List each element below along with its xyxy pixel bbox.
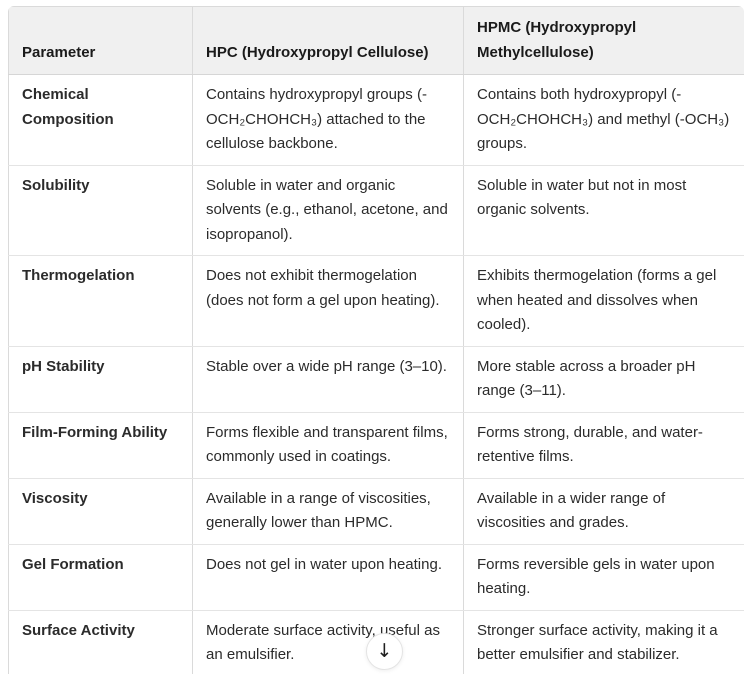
table-row-gel-formation: Gel Formation Does not gel in water upon… bbox=[8, 543, 744, 611]
hpmc-cell: Forms reversible gels in water upon heat… bbox=[463, 543, 744, 611]
table-row-viscosity: Viscosity Available in a range of viscos… bbox=[8, 477, 744, 545]
parameter-cell: pH Stability bbox=[8, 345, 193, 413]
hpmc-cell: Stronger surface activity, making it a b… bbox=[463, 609, 744, 674]
hpmc-cell: Forms strong, durable, and water-retenti… bbox=[463, 411, 744, 479]
parameter-cell: Chemical Composition bbox=[8, 74, 193, 166]
table-row-solubility: Solubility Soluble in water and organic … bbox=[8, 164, 744, 256]
column-header-hpmc: HPMC (Hydroxypropyl Methylcellulose) bbox=[463, 6, 744, 75]
parameter-cell: Viscosity bbox=[8, 477, 193, 545]
column-header-hpc: HPC (Hydroxypropyl Cellulose) bbox=[192, 6, 464, 75]
scroll-down-button[interactable]: ↓ bbox=[366, 633, 403, 670]
hpc-cell: Forms flexible and transparent films, co… bbox=[192, 411, 464, 479]
hpc-cell: Does not exhibit thermogelation (does no… bbox=[192, 255, 464, 347]
table-row-film-forming-ability: Film-Forming Ability Forms flexible and … bbox=[8, 411, 744, 479]
table-row-thermogelation: Thermogelation Does not exhibit thermoge… bbox=[8, 255, 744, 347]
hpmc-cell: More stable across a broader pH range (3… bbox=[463, 345, 744, 413]
hpc-cell: Moderate surface activity, useful as an … bbox=[192, 609, 464, 674]
hpmc-cell: Soluble in water but not in most organic… bbox=[463, 164, 744, 256]
table-row-chemical-composition: Chemical Composition Contains hydroxypro… bbox=[8, 74, 744, 166]
column-header-parameter: Parameter bbox=[8, 6, 193, 75]
header-row: Parameter HPC (Hydroxypropyl Cellulose) … bbox=[8, 6, 744, 75]
hpc-hpmc-comparison-table: Parameter HPC (Hydroxypropyl Cellulose) … bbox=[8, 6, 744, 674]
hpc-cell: Soluble in water and organic solvents (e… bbox=[192, 164, 464, 256]
hpc-cell: Contains hydroxypropyl groups (-OCH₂CHOH… bbox=[192, 74, 464, 166]
parameter-cell: Thermogelation bbox=[8, 255, 193, 347]
parameter-cell: Surface Activity bbox=[8, 609, 193, 674]
hpmc-cell: Exhibits thermogelation (forms a gel whe… bbox=[463, 255, 744, 347]
hpc-cell: Stable over a wide pH range (3–10). bbox=[192, 345, 464, 413]
parameter-cell: Gel Formation bbox=[8, 543, 193, 611]
hpc-cell: Available in a range of viscosities, gen… bbox=[192, 477, 464, 545]
parameter-cell: Film-Forming Ability bbox=[8, 411, 193, 479]
hpmc-cell: Contains both hydroxypropyl (-OCH₂CHOHCH… bbox=[463, 74, 744, 166]
down-arrow-icon: ↓ bbox=[376, 640, 393, 662]
hpmc-cell: Available in a wider range of viscositie… bbox=[463, 477, 744, 545]
table-row-ph-stability: pH Stability Stable over a wide pH range… bbox=[8, 345, 744, 413]
table-container: Parameter HPC (Hydroxypropyl Cellulose) … bbox=[8, 6, 744, 674]
hpc-cell: Does not gel in water upon heating. bbox=[192, 543, 464, 611]
parameter-cell: Solubility bbox=[8, 164, 193, 256]
